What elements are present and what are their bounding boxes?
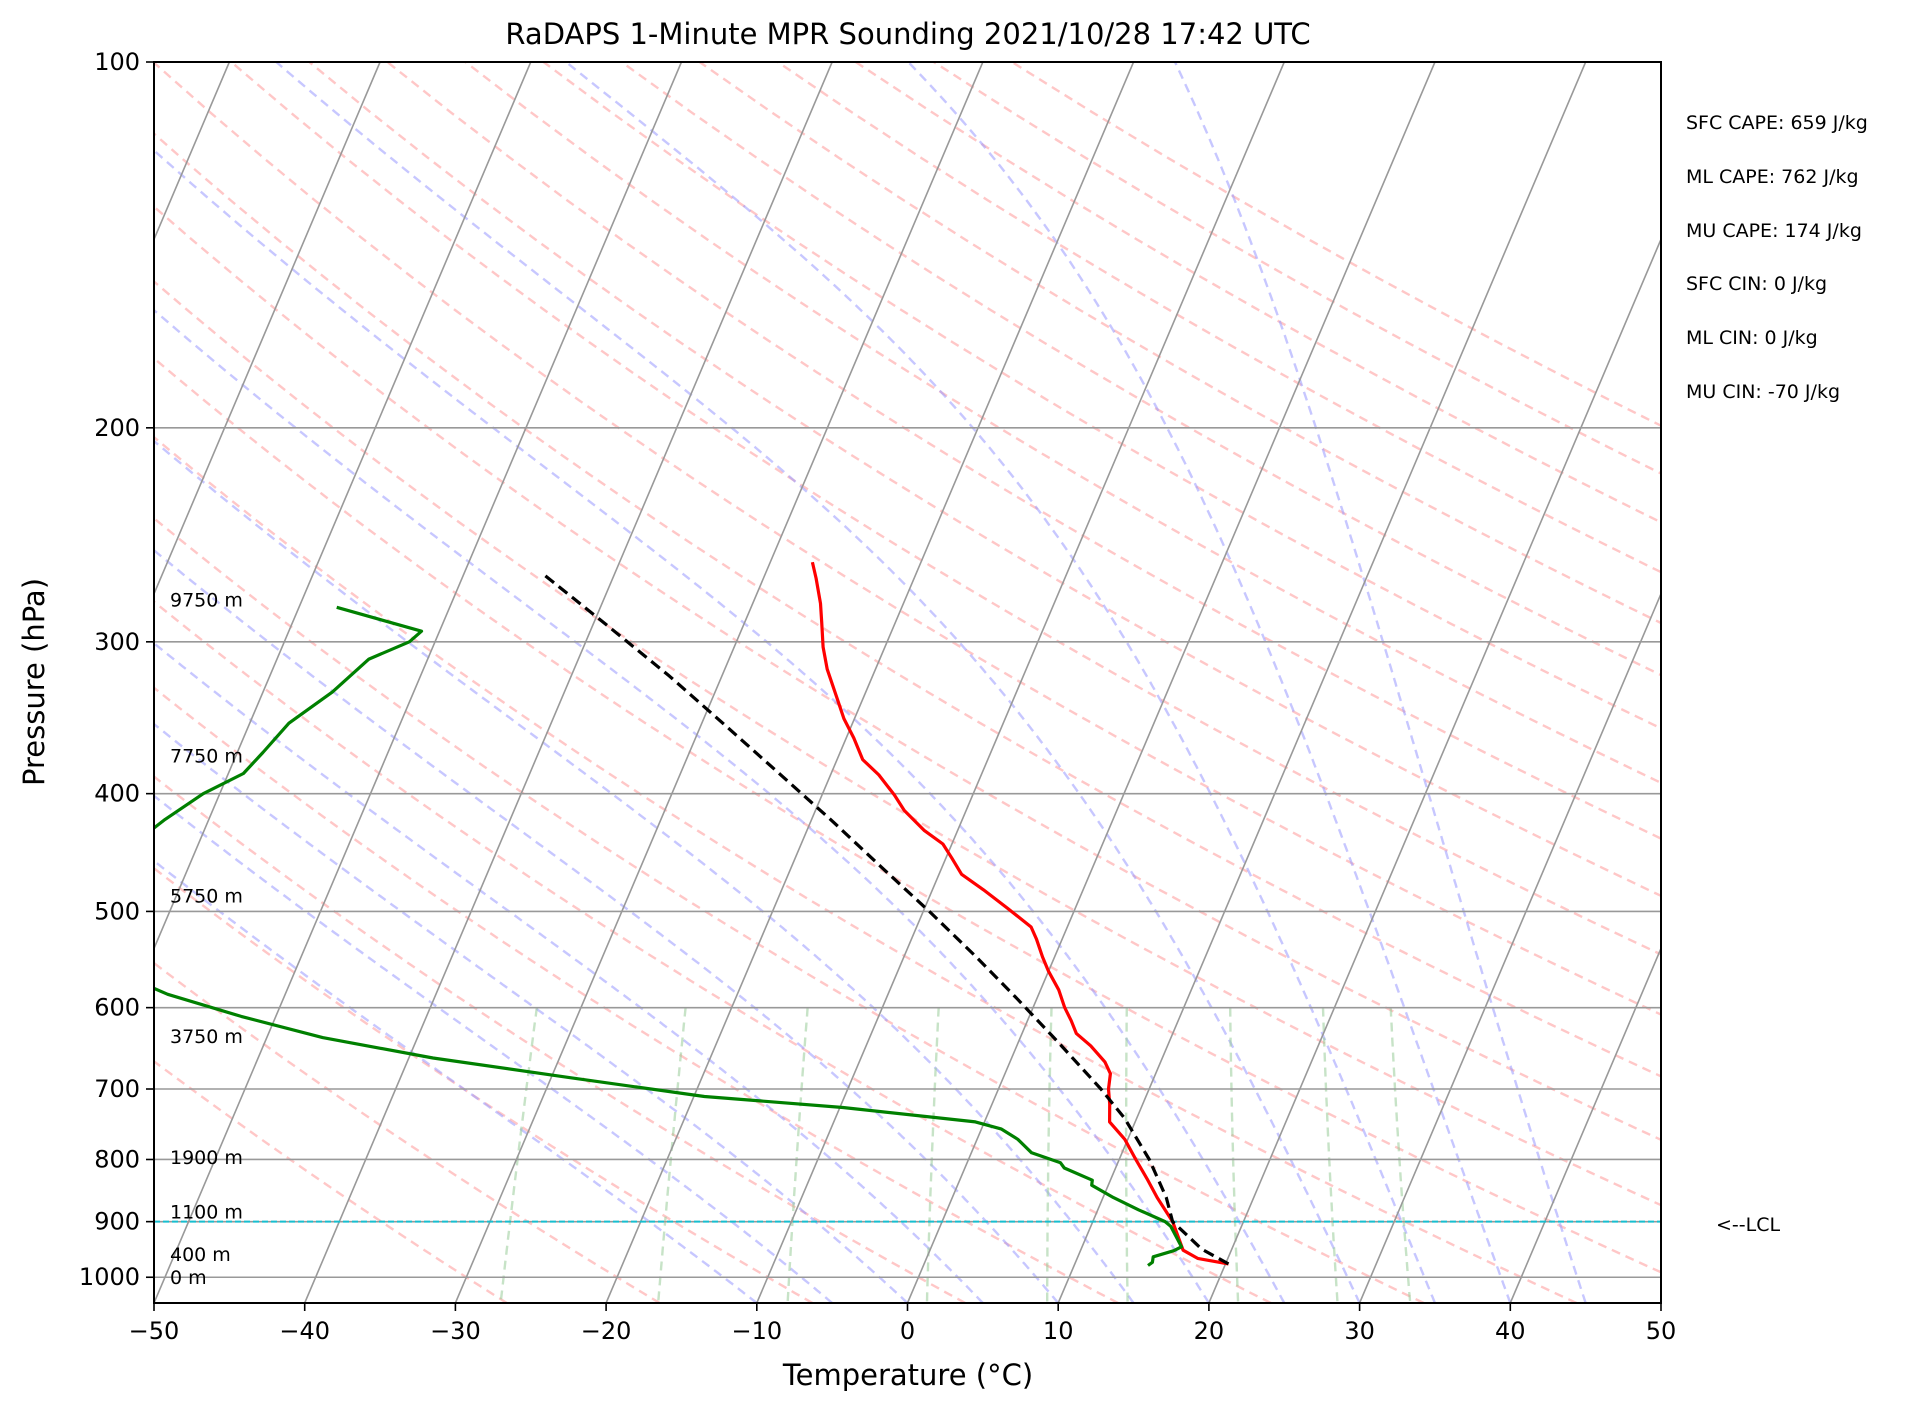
temperature-trace xyxy=(810,561,1229,1266)
x-tick-label: −10 xyxy=(731,1317,782,1345)
dry-adiabat-line xyxy=(154,516,1425,1303)
isotherm-line xyxy=(154,62,683,1303)
moist-adiabat-line xyxy=(1173,62,1587,1303)
isotherm-line xyxy=(1057,62,1587,1303)
x-tick-label: 20 xyxy=(1194,1317,1225,1345)
x-tick-label: 0 xyxy=(900,1317,915,1345)
x-tick-label: −50 xyxy=(129,1317,180,1345)
mixing-ratio-line xyxy=(1321,1007,1339,1303)
y-tick-label: 700 xyxy=(94,1075,140,1103)
stat-ml-cape: ML CAPE: 762 J/kg xyxy=(1686,166,1859,188)
mixing-ratio-line xyxy=(1124,1007,1129,1303)
y-tick-label: 400 xyxy=(94,780,140,808)
height-label: 3750 m xyxy=(170,1026,243,1048)
y-tick-label: 900 xyxy=(94,1208,140,1236)
stat-mu-cin: MU CIN: -70 J/kg xyxy=(1686,381,1840,403)
y-tick-label: 1000 xyxy=(79,1263,140,1291)
isotherm-line xyxy=(154,62,532,951)
y-tick-label: 300 xyxy=(94,628,140,656)
x-tick-label: −40 xyxy=(279,1317,330,1345)
mixing-ratio-line xyxy=(925,1007,940,1303)
y-axis-ticks: 100 200 300 400 500 600 700 800 900 1000 xyxy=(79,48,154,1291)
dry-adiabats xyxy=(154,62,1661,1303)
x-tick-label: −20 xyxy=(581,1317,632,1345)
lcl-label: <--LCL xyxy=(1716,1214,1780,1236)
dewpoint-trace xyxy=(154,605,1184,1267)
moist-adiabat-line xyxy=(275,62,1361,1303)
parcel-trace xyxy=(542,573,1230,1266)
mixing-ratio-line xyxy=(1389,1007,1412,1303)
height-label: 1100 m xyxy=(170,1202,243,1224)
isotherm-line xyxy=(303,62,833,1303)
x-axis-title: Temperature (°C) xyxy=(782,1358,1033,1392)
mixing-ratio-line xyxy=(786,1007,809,1303)
sounding-traces xyxy=(154,561,1230,1267)
height-label: 7750 m xyxy=(170,745,243,767)
moist-adiabat-line xyxy=(907,62,1512,1303)
height-label: 400 m xyxy=(170,1244,231,1266)
y-tick-label: 200 xyxy=(94,414,140,442)
height-labels: 9750 m 7750 m 5750 m 3750 m 1900 m 1100 m 400 … xyxy=(170,590,243,1290)
pressure-gridlines xyxy=(154,62,1661,1279)
dry-adiabat-line xyxy=(154,279,1661,1207)
dry-adiabat-line xyxy=(154,600,1272,1303)
moist-adiabat-line xyxy=(565,62,1437,1303)
isotherm-line xyxy=(1358,591,1661,1303)
moist-adiabat-line xyxy=(154,148,1286,1303)
isotherm-line xyxy=(154,62,381,596)
mixing-ratio-line xyxy=(1229,1007,1240,1303)
dry-adiabat-line xyxy=(154,132,1661,1078)
moist-adiabats xyxy=(154,62,1587,1303)
dry-adiabat-line xyxy=(620,62,1661,677)
stat-sfc-cape: SFC CAPE: 659 J/kg xyxy=(1686,112,1868,134)
isotherm-line xyxy=(1208,237,1661,1303)
dry-adiabat-line xyxy=(542,62,1661,730)
y-axis-title: Pressure (hPa) xyxy=(17,578,51,786)
stat-ml-cin: ML CIN: 0 J/kg xyxy=(1686,327,1818,349)
stat-mu-cape: MU CAPE: 174 J/kg xyxy=(1686,220,1862,242)
dry-adiabat-line xyxy=(154,435,1578,1303)
dry-adiabat-line xyxy=(777,62,1661,574)
y-tick-label: 100 xyxy=(94,48,140,76)
isotherm-line xyxy=(454,62,984,1303)
dry-adiabat-line xyxy=(154,961,661,1303)
isotherm-line xyxy=(756,62,1285,1303)
mixing-ratio-line xyxy=(1046,1007,1053,1303)
moist-adiabat-line xyxy=(154,794,833,1303)
y-tick-label: 800 xyxy=(94,1145,140,1173)
chart-title: RaDAPS 1-Minute MPR Sounding 2021/10/28 … xyxy=(505,17,1310,51)
moist-adiabat-line xyxy=(154,641,984,1303)
height-label: 5750 m xyxy=(170,885,243,907)
isotherm-line xyxy=(906,62,1436,1303)
dry-adiabat-line xyxy=(154,1059,508,1303)
x-tick-label: 40 xyxy=(1495,1317,1526,1345)
moist-adiabat-line xyxy=(154,548,1060,1303)
height-label: 1900 m xyxy=(170,1147,243,1169)
x-tick-label: 10 xyxy=(1043,1317,1074,1345)
stat-sfc-cin: SFC CIN: 0 J/kg xyxy=(1686,273,1827,295)
x-axis-ticks: −50 −40 −30 −20 −10 0 10 20 30 40 50 xyxy=(129,1303,1677,1345)
y-tick-label: 600 xyxy=(94,994,140,1022)
dry-adiabat-line xyxy=(698,62,1661,625)
height-label: 0 m xyxy=(170,1267,207,1289)
y-tick-label: 500 xyxy=(94,897,140,925)
moist-adiabat-line xyxy=(154,308,1210,1303)
x-tick-label: 50 xyxy=(1646,1317,1677,1345)
plot-area xyxy=(154,62,1661,1303)
x-tick-label: −30 xyxy=(430,1317,481,1345)
dry-adiabat-line xyxy=(154,686,1119,1303)
height-label: 9750 m xyxy=(170,590,243,612)
mixing-ratio-line xyxy=(656,1007,687,1303)
isotherms xyxy=(154,62,1661,1303)
mixing-ratio-lines xyxy=(499,1007,1412,1303)
mixing-ratio-line xyxy=(499,1007,538,1303)
x-tick-label: 30 xyxy=(1344,1317,1375,1345)
isotherm-line xyxy=(1509,946,1661,1303)
